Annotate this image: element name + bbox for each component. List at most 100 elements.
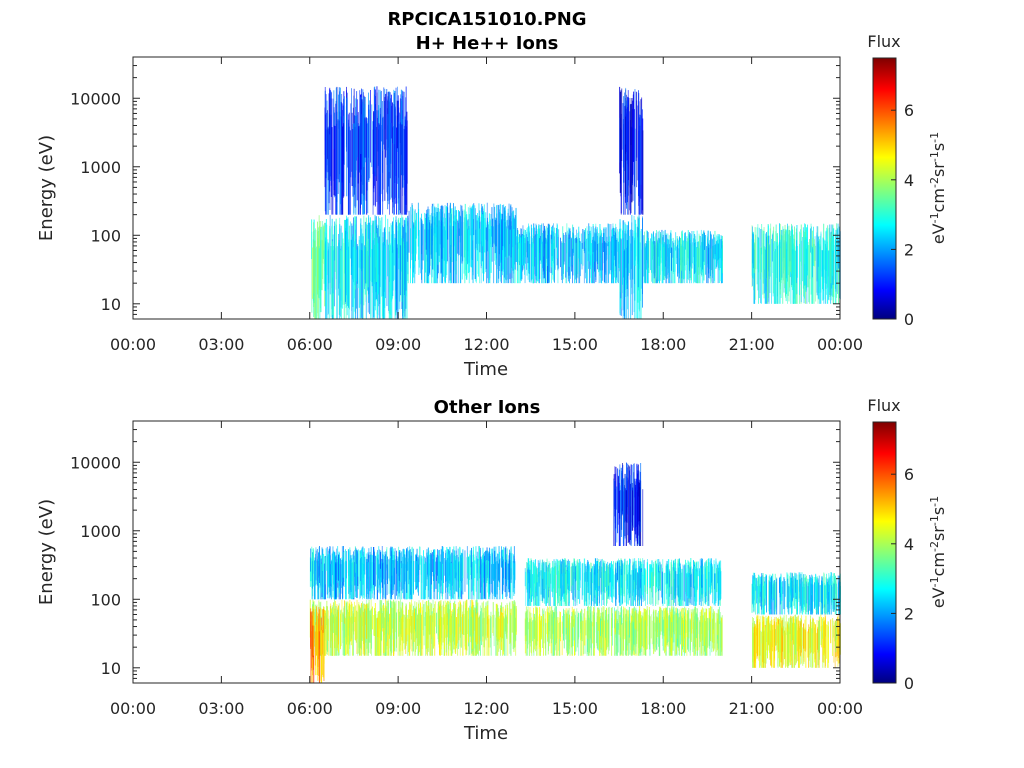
heatmap-streak-8 [797, 246, 799, 278]
heatmap-streak-1 [404, 129, 406, 215]
heatmap-streak-1 [379, 613, 381, 656]
heatmap-streak-0 [340, 558, 341, 600]
heatmap-streak-0 [391, 551, 392, 600]
heatmap-streak-4 [526, 234, 528, 270]
heatmap-streak-5 [626, 490, 627, 546]
heatmap-streak-4 [649, 609, 650, 647]
heatmap-streak-2 [316, 612, 318, 675]
heatmap-streak-8 [794, 250, 796, 304]
heatmap-streak-7 [721, 243, 723, 280]
heatmap-streak-2 [383, 242, 385, 319]
heatmap-streak-4 [699, 621, 701, 648]
heatmap-streak-3 [587, 560, 589, 582]
heatmap-streak-3 [574, 560, 576, 591]
heatmap-streak-1 [365, 116, 367, 201]
heatmap-streak-8 [820, 240, 822, 280]
heatmap-streak-4 [592, 614, 594, 656]
heatmap-streak-4 [572, 238, 574, 266]
heatmap-streak-3 [528, 571, 530, 606]
heatmap-streak-1 [338, 120, 340, 183]
heatmap-streak-3 [717, 563, 719, 599]
heatmap-streak-2 [318, 631, 320, 683]
heatmap-streak-1 [426, 601, 427, 649]
heatmap-streak-3 [525, 571, 527, 606]
heatmap-streak-0 [398, 546, 400, 564]
heatmap-streak-4 [580, 233, 582, 265]
heatmap-streak-8 [759, 247, 761, 280]
heatmap-streak-6 [782, 581, 784, 615]
heatmap-streak-4 [701, 622, 703, 656]
heatmap-streak-3 [426, 210, 428, 255]
heatmap-streak-3 [634, 573, 635, 601]
heatmap-streak-6 [755, 584, 757, 615]
heatmap-streak-1 [349, 130, 351, 215]
heatmap-streak-7 [682, 240, 684, 283]
heatmap-streak-4 [603, 228, 604, 248]
heatmap-streak-1 [498, 617, 500, 642]
heatmap-streak-3 [602, 558, 603, 601]
heatmap-streak-3 [564, 558, 566, 602]
heatmap-streak-2 [397, 230, 399, 319]
heatmap-streak-0 [324, 557, 326, 585]
heatmap-streak-3 [442, 229, 444, 284]
heatmap-streak-1 [365, 604, 366, 625]
heatmap-streak-1 [420, 602, 421, 623]
heatmap-streak-6 [786, 572, 788, 608]
heatmap-streak-1 [385, 614, 387, 656]
heatmap-streak-4 [574, 235, 576, 276]
heatmap-streak-0 [427, 547, 429, 598]
heatmap-streak-5 [625, 490, 627, 546]
heatmap-streak-8 [810, 223, 812, 295]
heatmap-streak-4 [590, 234, 591, 256]
heatmap-streak-3 [437, 203, 439, 265]
heatmap-streak-2 [404, 220, 406, 317]
heatmap-streak-5 [635, 91, 637, 161]
heatmap-streak-1 [444, 616, 446, 642]
heatmap-streak-4 [712, 609, 714, 630]
heatmap-streak-4 [551, 614, 553, 644]
heatmap-streak-3 [635, 573, 636, 606]
heatmap-streak-4 [538, 238, 540, 284]
heatmap-streak-3 [685, 559, 686, 592]
heatmap-streak-0 [366, 561, 367, 599]
heatmap-streak-1 [350, 103, 352, 178]
heatmap-streak-3 [632, 565, 634, 596]
heatmap-streak-3 [526, 562, 528, 590]
heatmap-streak-0 [449, 546, 451, 587]
heatmap-streak-5 [639, 114, 641, 215]
heatmap-streak-0 [501, 561, 503, 595]
heatmap-streak-0 [417, 557, 419, 593]
heatmap-streak-0 [481, 559, 483, 600]
heatmap-streak-8 [833, 240, 835, 297]
heatmap-streak-4 [534, 617, 536, 638]
heatmap-streak-3 [434, 206, 436, 234]
heatmap-streak-0 [354, 546, 356, 573]
heatmap-streak-7 [651, 241, 653, 260]
heatmap-streak-4 [600, 618, 601, 636]
heatmap-streak-0 [464, 550, 466, 592]
heatmap-streak-4 [543, 608, 545, 644]
heatmap-streak-1 [386, 606, 388, 634]
heatmap-streak-2 [393, 233, 395, 266]
heatmap-streak-3 [407, 226, 409, 275]
heatmap-streak-0 [388, 561, 390, 594]
heatmap-streak-0 [453, 546, 455, 593]
heatmap-streak-3 [545, 572, 547, 606]
heatmap-streak-4 [714, 612, 716, 649]
heatmap-streak-3 [446, 206, 447, 262]
heatmap-streak-3 [549, 562, 551, 589]
heatmap-streak-3 [557, 560, 559, 603]
heatmap-streak-6 [773, 582, 775, 611]
heatmap-streak-8 [793, 245, 795, 291]
heatmap-streak-3 [697, 561, 699, 577]
heatmap-streak-7 [656, 238, 658, 280]
heatmap-streak-4 [617, 241, 619, 284]
heatmap-streak-1 [370, 599, 372, 635]
heatmap-streak-3 [682, 564, 684, 601]
heatmap-streak-4 [542, 241, 544, 269]
heatmap-streak-2 [338, 240, 340, 315]
heatmap-streak-3 [434, 217, 436, 284]
heatmap-streak-5 [637, 464, 639, 497]
heatmap-streak-0 [418, 555, 420, 583]
heatmap-streak-4 [591, 611, 593, 627]
